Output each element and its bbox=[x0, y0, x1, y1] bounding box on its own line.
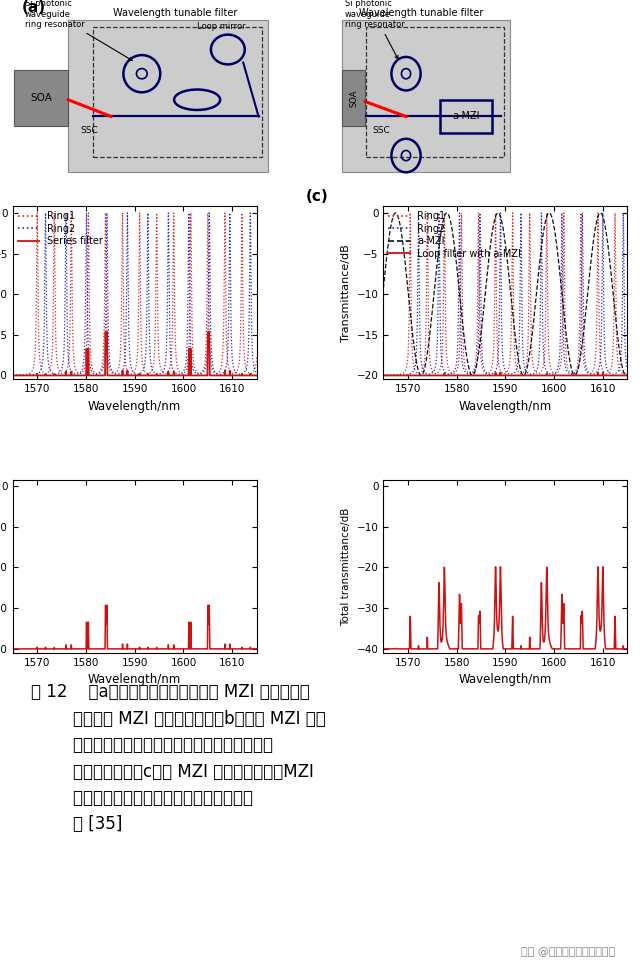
Text: Loop mirror: Loop mirror bbox=[197, 22, 246, 31]
X-axis label: Wavelength/nm: Wavelength/nm bbox=[88, 673, 181, 686]
a-MZI bbox=[392, 207, 399, 218]
Ring2 bbox=[61, 231, 69, 243]
Text: Si photonic
waveguide
ring resonator: Si photonic waveguide ring resonator bbox=[25, 0, 132, 60]
Loop filter with a-MZI bbox=[433, 370, 440, 382]
Ring1 bbox=[99, 358, 106, 370]
Ring1 bbox=[102, 207, 109, 218]
Loop filter with a-MZI bbox=[488, 370, 495, 382]
Ring2 bbox=[0, 370, 7, 382]
Ring1 bbox=[61, 366, 69, 378]
Line: Ring2: Ring2 bbox=[3, 213, 266, 376]
a-MZI bbox=[433, 266, 440, 278]
X-axis label: Wavelength/nm: Wavelength/nm bbox=[459, 673, 552, 686]
Text: SSC: SSC bbox=[372, 126, 390, 135]
Text: a-MZI: a-MZI bbox=[452, 112, 479, 121]
Loop filter with a-MZI bbox=[631, 370, 639, 382]
Ring1 bbox=[433, 368, 440, 380]
FancyBboxPatch shape bbox=[68, 19, 268, 172]
Loop filter with a-MZI bbox=[431, 370, 438, 382]
Series filter bbox=[63, 370, 71, 382]
a-MZI bbox=[469, 369, 477, 381]
Text: SSC: SSC bbox=[81, 126, 99, 135]
Ring2 bbox=[433, 355, 440, 367]
Loop filter with a-MZI bbox=[633, 370, 640, 382]
Series filter bbox=[99, 370, 106, 382]
Ring1 bbox=[434, 367, 442, 379]
Ring2 bbox=[99, 364, 106, 376]
Ring2 bbox=[631, 368, 639, 380]
a-MZI bbox=[431, 280, 438, 291]
X-axis label: Wavelength/nm: Wavelength/nm bbox=[88, 400, 181, 413]
Ring1 bbox=[631, 356, 639, 368]
Ring2 bbox=[431, 363, 438, 375]
Ring2 bbox=[633, 367, 640, 379]
Legend: Ring1, Ring2, Series filter: Ring1, Ring2, Series filter bbox=[18, 212, 102, 246]
Ring1 bbox=[117, 327, 125, 339]
Ring1 bbox=[633, 365, 640, 377]
Ring2 bbox=[488, 368, 495, 380]
Ring1 bbox=[262, 367, 270, 379]
Text: Wavelength tunable filter: Wavelength tunable filter bbox=[359, 8, 484, 18]
Ring1 bbox=[469, 366, 477, 378]
Text: 图 12    （a）激光器结构（左）不含 MZI 的波导结构
        （右）含 MZI 的波导结构；（b）不含 MZI 的结
        构中（上: 图 12 （a）激光器结构（左）不含 MZI 的波导结构 （右）含 MZI 的波… bbox=[31, 684, 326, 833]
Ring1 bbox=[0, 370, 7, 382]
Ring2 bbox=[63, 302, 71, 314]
Line: Ring1: Ring1 bbox=[3, 213, 266, 376]
Ring2 bbox=[117, 367, 125, 379]
Series filter bbox=[60, 370, 68, 382]
Text: SOA: SOA bbox=[31, 93, 52, 103]
Line: Loop filter with a-MZI: Loop filter with a-MZI bbox=[374, 373, 637, 376]
Y-axis label: Transmittance/dB: Transmittance/dB bbox=[341, 244, 351, 342]
a-MZI bbox=[622, 370, 630, 382]
X-axis label: Wavelength/nm: Wavelength/nm bbox=[459, 400, 552, 413]
Ring2 bbox=[260, 367, 268, 379]
Ring1 bbox=[63, 363, 71, 375]
Loop filter with a-MZI bbox=[370, 370, 378, 382]
Loop filter with a-MZI bbox=[469, 370, 477, 382]
Ring1 bbox=[431, 368, 438, 380]
Legend: Ring1, Ring2, a-MZI, Loop filter with a-MZI: Ring1, Ring2, a-MZI, Loop filter with a-… bbox=[388, 212, 522, 258]
Series filter bbox=[0, 370, 7, 382]
Ring2 bbox=[469, 367, 477, 379]
a-MZI bbox=[488, 230, 495, 242]
a-MZI bbox=[370, 361, 378, 373]
Y-axis label: Total transmittance/dB: Total transmittance/dB bbox=[341, 507, 351, 625]
Ring1 bbox=[488, 362, 495, 374]
Ring2 bbox=[60, 339, 68, 351]
Ring2 bbox=[262, 364, 270, 376]
Text: 头条 @江苏激光产业创新联盟: 头条 @江苏激光产业创新联盟 bbox=[521, 948, 615, 957]
Text: (c): (c) bbox=[305, 189, 328, 204]
Ring2 bbox=[517, 207, 525, 218]
a-MZI bbox=[631, 325, 639, 337]
FancyBboxPatch shape bbox=[342, 70, 365, 126]
a-MZI bbox=[434, 253, 442, 265]
Text: (a): (a) bbox=[22, 0, 46, 16]
Series filter bbox=[260, 370, 268, 382]
Text: Si photonic
waveguide
ring resonator: Si photonic waveguide ring resonator bbox=[344, 0, 404, 59]
Ring1 bbox=[370, 370, 378, 382]
Line: a-MZI: a-MZI bbox=[374, 213, 637, 376]
Ring1 bbox=[424, 207, 431, 218]
Loop filter with a-MZI bbox=[434, 370, 442, 382]
Ring2 bbox=[164, 207, 172, 218]
Series filter bbox=[117, 370, 125, 382]
Series filter bbox=[103, 326, 111, 338]
Ring2 bbox=[434, 327, 442, 339]
FancyBboxPatch shape bbox=[342, 19, 511, 172]
Series filter bbox=[61, 370, 69, 382]
Ring1 bbox=[60, 367, 68, 379]
Ring2 bbox=[370, 370, 378, 382]
Line: Ring2: Ring2 bbox=[374, 213, 637, 376]
Loop filter with a-MZI bbox=[599, 367, 607, 379]
Text: Wavelength tunable filter: Wavelength tunable filter bbox=[113, 8, 238, 18]
a-MZI bbox=[633, 307, 640, 318]
Line: Ring1: Ring1 bbox=[374, 213, 637, 376]
Series filter bbox=[262, 370, 270, 382]
FancyBboxPatch shape bbox=[14, 70, 68, 126]
Line: Series filter: Series filter bbox=[3, 332, 266, 376]
Ring1 bbox=[260, 365, 268, 377]
Text: SOA: SOA bbox=[349, 89, 358, 107]
